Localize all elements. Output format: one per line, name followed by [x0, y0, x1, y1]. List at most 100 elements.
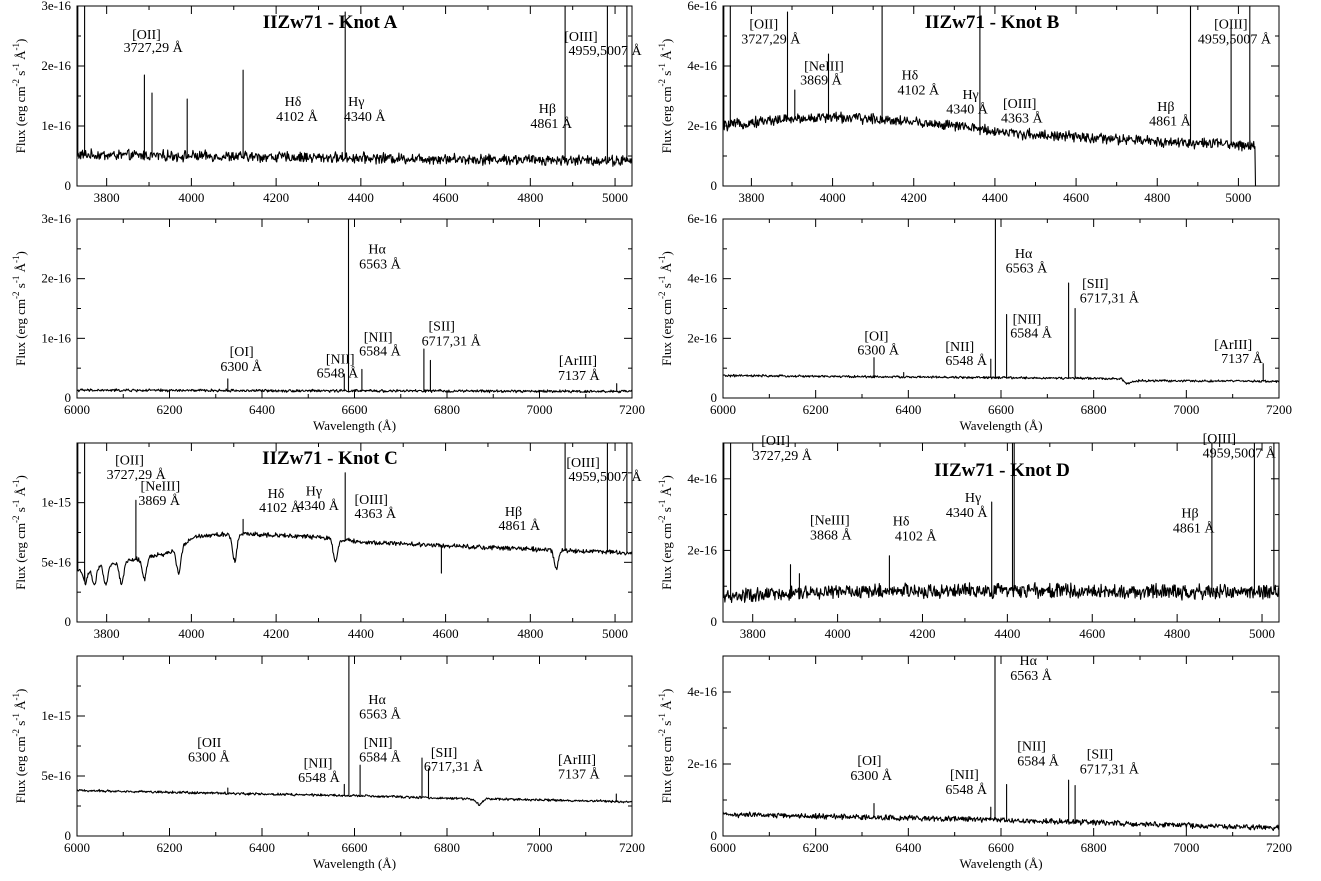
x-tick-label: 4600 [1063, 190, 1089, 205]
plot-frame [722, 442, 1280, 623]
x-tick-label: 6200 [803, 402, 829, 417]
line-annotation: 4861 Å [530, 116, 573, 132]
line-annotation: 6563 Å [1010, 668, 1052, 684]
line-annotation: 6717,31 Å [422, 333, 482, 349]
x-tick-label: 4800 [517, 626, 543, 641]
x-axis-label: Wavelength (Å) [959, 856, 1042, 871]
line-annotation: 4959,5007 Å [568, 469, 642, 485]
line-annotation: Hβ [505, 505, 522, 520]
x-tick-label: 4400 [348, 626, 374, 641]
spectrum-line [77, 656, 632, 807]
y-axis-label: Flux (erg cm-2 s-1 Å-1) [657, 251, 674, 366]
line-annotation: Hδ [285, 95, 302, 110]
y-tick-label: 3e-16 [41, 211, 71, 226]
panel-knot-a-blue: 3800 4000 4200 4400 4600 4800 5000 0 1e-16 2e-16 3… [11, 0, 642, 205]
line-annotation: [ArIII] [558, 753, 596, 768]
line-annotation: 6717,31 Å [424, 759, 484, 775]
y-tick-label: 0 [711, 614, 718, 629]
x-axis-label: Wavelength (Å) [313, 856, 396, 871]
line-annotation: 3869 Å [138, 493, 181, 509]
x-tick-label: 7200 [619, 840, 645, 855]
y-tick-label: 0 [65, 178, 72, 193]
x-tick-label: 6200 [803, 840, 829, 855]
line-annotation: [OII] [761, 434, 790, 449]
spectrum-line [723, 443, 1279, 604]
spectrum-line [77, 6, 632, 167]
spectrum-line [723, 656, 1279, 831]
panel-knot-c-red: 6000 6200 6400 6600 6800 7000 7200 0 5e-16 1e-15 F… [11, 655, 645, 871]
line-annotation: 4340 Å [297, 498, 340, 514]
x-tick-label: 5000 [1249, 626, 1275, 641]
x-tick-label: 3800 [94, 626, 120, 641]
x-tick-label: 6600 [342, 402, 368, 417]
y-axis-label: Flux (erg cm-2 s-1 Å-1) [657, 475, 674, 590]
line-annotation: 6584 Å [359, 344, 402, 360]
line-annotation: Hβ [539, 102, 556, 117]
line-annotation: [SII] [1082, 277, 1108, 292]
spectrum-line [723, 6, 1279, 186]
x-tick-label: 6000 [710, 402, 736, 417]
x-tick-label: 7200 [1266, 840, 1292, 855]
chart-title: IIZw71 - Knot C [262, 448, 398, 469]
x-tick-label: 3800 [740, 626, 766, 641]
line-annotation: Hβ [1181, 506, 1198, 521]
line-annotation: [ArIII] [559, 354, 597, 369]
x-tick-label: 6400 [895, 402, 921, 417]
x-tick-label: 7200 [619, 402, 645, 417]
y-tick-label: 1e-16 [41, 330, 71, 345]
x-tick-label: 6200 [157, 840, 183, 855]
x-tick-label: 4200 [263, 626, 289, 641]
x-tick-label: 7200 [1266, 402, 1292, 417]
y-axis-label: Flux (erg cm-2 s-1 Å-1) [11, 39, 28, 154]
line-annotation: 4363 Å [1001, 110, 1044, 126]
line-annotation: [NII] [326, 352, 355, 367]
line-annotation: 3869 Å [800, 73, 843, 89]
x-tick-label: 4800 [1164, 626, 1190, 641]
panel-knot-c-blue: 3800 4000 4200 4400 4600 4800 5000 0 5e-16 1e-15 F… [11, 442, 642, 641]
line-annotation: 6563 Å [1006, 261, 1048, 277]
line-annotation: 6584 Å [1017, 753, 1060, 769]
x-tick-label: 7000 [1173, 402, 1199, 417]
x-tick-label: 4600 [433, 190, 459, 205]
line-annotation: 6300 Å [188, 750, 231, 766]
line-annotation: [NeIII] [810, 513, 850, 528]
x-tick-label: 4400 [982, 190, 1008, 205]
y-tick-label: 4e-16 [687, 58, 717, 73]
line-annotation: [OI] [864, 329, 888, 344]
line-annotation: Hα [368, 243, 386, 258]
line-annotation: [SII] [1087, 748, 1113, 763]
x-tick-label: 3800 [738, 190, 764, 205]
line-annotation: 6584 Å [1010, 326, 1052, 342]
line-annotation: 6300 Å [850, 768, 893, 784]
line-annotation: Hγ [965, 491, 981, 506]
y-tick-label: 4e-16 [687, 271, 717, 286]
line-annotation: Hα [368, 693, 386, 708]
y-axis-label: Flux (erg cm-2 s-1 Å-1) [11, 689, 28, 804]
line-annotation: [NII] [1017, 739, 1046, 754]
x-tick-label: 7000 [1173, 840, 1199, 855]
line-annotation: 7137 Å [558, 766, 601, 782]
x-tick-label: 4400 [994, 626, 1020, 641]
line-annotation: [OI] [857, 754, 881, 769]
line-annotation: 4959,5007 Å [1203, 445, 1277, 461]
line-annotation: 4861 Å [1173, 521, 1216, 537]
spectrum-line [723, 219, 1279, 385]
line-annotation: 4363 Å [355, 506, 398, 522]
line-annotation: [NII] [304, 757, 333, 772]
line-annotation: [OIII] [566, 456, 599, 471]
x-tick-label: 4800 [1144, 190, 1170, 205]
x-tick-label: 7000 [527, 840, 553, 855]
x-tick-label: 6400 [895, 840, 921, 855]
y-tick-label: 1e-16 [41, 118, 71, 133]
y-tick-label: 2e-16 [687, 118, 717, 133]
y-tick-label: 1e-15 [41, 495, 71, 510]
panel-knot-b-blue: 3800 4000 4200 4400 4600 4800 5000 0 2e-16 4e-16 6… [657, 0, 1280, 205]
plot-frame [722, 5, 1280, 187]
x-tick-label: 3800 [94, 190, 120, 205]
y-tick-label: 0 [711, 828, 718, 843]
plot-frame [722, 655, 1280, 837]
line-annotation: 4959,5007 Å [568, 43, 642, 59]
plot-frame [722, 218, 1280, 399]
line-annotation: 6563 Å [359, 706, 402, 722]
line-annotation: [ArIII] [1214, 338, 1252, 353]
